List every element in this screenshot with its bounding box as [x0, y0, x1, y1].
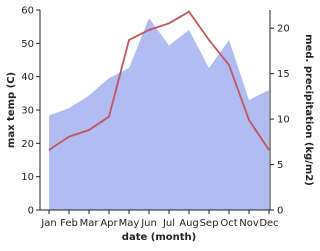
x-tick-label: Feb	[60, 218, 78, 229]
y2-tick-label: 5	[277, 160, 283, 171]
x-tick-label: Mar	[80, 218, 100, 229]
y-tick-label: 30	[21, 106, 34, 117]
y-tick-label: 20	[21, 139, 34, 150]
x-tick-label: May	[119, 218, 140, 229]
x-tick-label: Jun	[140, 218, 157, 229]
y2-tick-label: 0	[277, 206, 283, 217]
y-axis-label: max temp (C)	[6, 72, 17, 148]
y2-tick-label: 20	[277, 24, 290, 35]
y-tick-label: 60	[21, 6, 34, 17]
y-tick-label: 0	[28, 206, 34, 217]
precipitation-area	[49, 18, 269, 210]
x-tick-label: Aug	[179, 218, 199, 229]
x-tick-label: Dec	[259, 218, 278, 229]
y2-tick-label: 10	[277, 115, 290, 126]
y2-tick-label: 15	[277, 69, 290, 80]
y-tick-label: 10	[21, 172, 34, 183]
x-tick-label: Sep	[200, 218, 219, 229]
x-tick-label: Nov	[239, 218, 259, 229]
x-axis-label: date (month)	[122, 232, 196, 243]
x-tick-label: Jan	[40, 218, 56, 229]
y-tick-label: 40	[21, 72, 34, 83]
x-tick-label: Apr	[100, 218, 118, 229]
y-tick-label: 50	[21, 39, 34, 50]
y2-axis-label: med. precipitation (kg/m2)	[303, 34, 314, 186]
temp-line	[48, 10, 270, 151]
x-tick-label: Jul	[162, 218, 175, 229]
chart: max temp (C) med. precipitation (kg/m2) …	[6, 6, 314, 244]
x-tick-label: Oct	[220, 218, 237, 229]
